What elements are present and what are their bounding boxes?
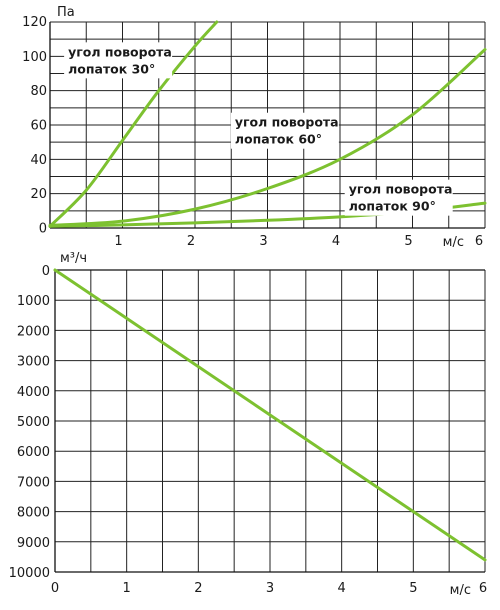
series-line-1 (53, 268, 487, 562)
airflow-chart: 0 1000 2000 3000 4000 5000 6000 7000 8000 9000 100… (9, 251, 488, 598)
y-tick-label: 40 (30, 153, 47, 168)
y-tick-label: 8000 (17, 506, 50, 521)
x-tick-label: 1 (123, 581, 131, 596)
x-tick-label: 0 (51, 581, 59, 596)
y-tick-label: 10000 (9, 566, 50, 581)
x-tick-label: 5 (404, 234, 412, 249)
annotation-background (344, 179, 453, 216)
y-tick-label: 6000 (17, 445, 50, 460)
series-annotation: угол поворота (68, 44, 172, 59)
y-tick-label: 0 (39, 222, 47, 237)
y-tick-label: 4000 (17, 385, 50, 400)
y-tick-label: 1000 (17, 294, 50, 309)
y-tick-label: 80 (30, 84, 47, 99)
y-tick-label: 0 (42, 264, 50, 279)
pressure-chart: 0 20 40 60 80 100 120 1 2 3 4 5 6 Па м/с угол поворота л… (22, 5, 487, 250)
x-tick-label: 2 (187, 234, 195, 249)
series-line-1 (48, 20, 219, 228)
y-tick-label: 5000 (17, 415, 50, 430)
x-tick-label: 6 (475, 234, 483, 249)
x-tick-label: 5 (409, 581, 417, 596)
y-tick-label: 2000 (17, 324, 50, 339)
y-tick-label: 120 (22, 15, 47, 30)
x-tick-label: 1 (114, 234, 122, 249)
annotation-background (64, 42, 173, 79)
series-annotation: лопаток 90° (349, 199, 436, 214)
y-tick-label: 60 (30, 119, 47, 134)
x-tick-label: 4 (338, 581, 346, 596)
series-annotation: лопаток 30° (68, 61, 155, 76)
x-axis-label: м/с (450, 583, 471, 598)
annotation-background (230, 112, 339, 149)
x-tick-label: 4 (332, 234, 340, 249)
x-tick-label: 2 (194, 581, 202, 596)
series-annotation: угол поворота (349, 182, 453, 197)
y-tick-label: 9000 (17, 536, 50, 551)
y-tick-label: 20 (30, 187, 47, 202)
x-tick-label: 3 (266, 581, 274, 596)
series-annotation: угол поворота (235, 115, 339, 130)
y-axis-label: Па (57, 5, 75, 20)
series-annotation: лопаток 60° (235, 132, 322, 147)
y-tick-label: 3000 (17, 355, 50, 370)
x-tick-label: 3 (259, 234, 267, 249)
y-tick-label: 7000 (17, 475, 50, 490)
x-axis-label: м/с (443, 235, 464, 250)
series-line-2 (48, 47, 487, 227)
y-axis-label: м³/ч (60, 251, 87, 266)
x-tick-label: 6 (479, 581, 487, 596)
y-tick-label: 100 (22, 50, 47, 65)
